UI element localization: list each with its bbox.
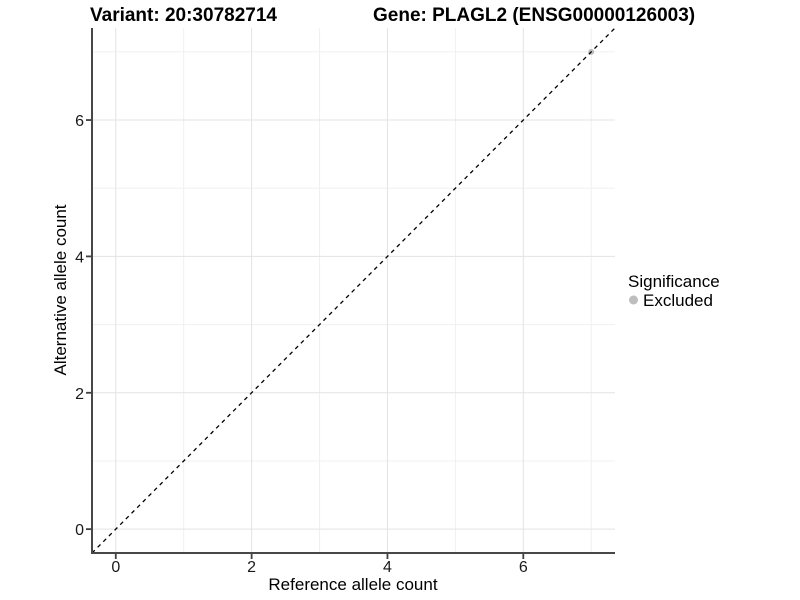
legend-excluded-label: Excluded (643, 291, 713, 310)
x-tick-label: 6 (519, 559, 528, 576)
y-tick-label: 0 (75, 522, 84, 539)
y-axis-title: Alternative allele count (51, 204, 70, 375)
x-axis-title: Reference allele count (268, 575, 437, 594)
gridlines-major (92, 28, 615, 553)
y-tick-labels: 0 2 4 6 (75, 113, 84, 539)
gene-title: Gene: PLAGL2 (ENSG00000126003) (373, 5, 695, 26)
axis-lines (91, 28, 615, 554)
gridlines-minor (92, 28, 615, 553)
variant-title: Variant: 20:30782714 (90, 5, 277, 26)
x-tick-label: 0 (111, 559, 120, 576)
y-tick-label: 6 (75, 113, 84, 130)
legend: Significance Excluded (628, 272, 720, 310)
x-tick-labels: 0 2 4 6 (111, 559, 528, 576)
y-tick-label: 2 (75, 386, 84, 403)
legend-title: Significance (628, 272, 720, 291)
axis-tick-marks (86, 119, 525, 559)
x-tick-label: 4 (383, 559, 392, 576)
x-tick-label: 2 (247, 559, 256, 576)
identity-diagonal-line (91, 27, 616, 554)
legend-excluded-dot-icon (629, 295, 638, 305)
y-tick-label: 4 (75, 249, 84, 266)
